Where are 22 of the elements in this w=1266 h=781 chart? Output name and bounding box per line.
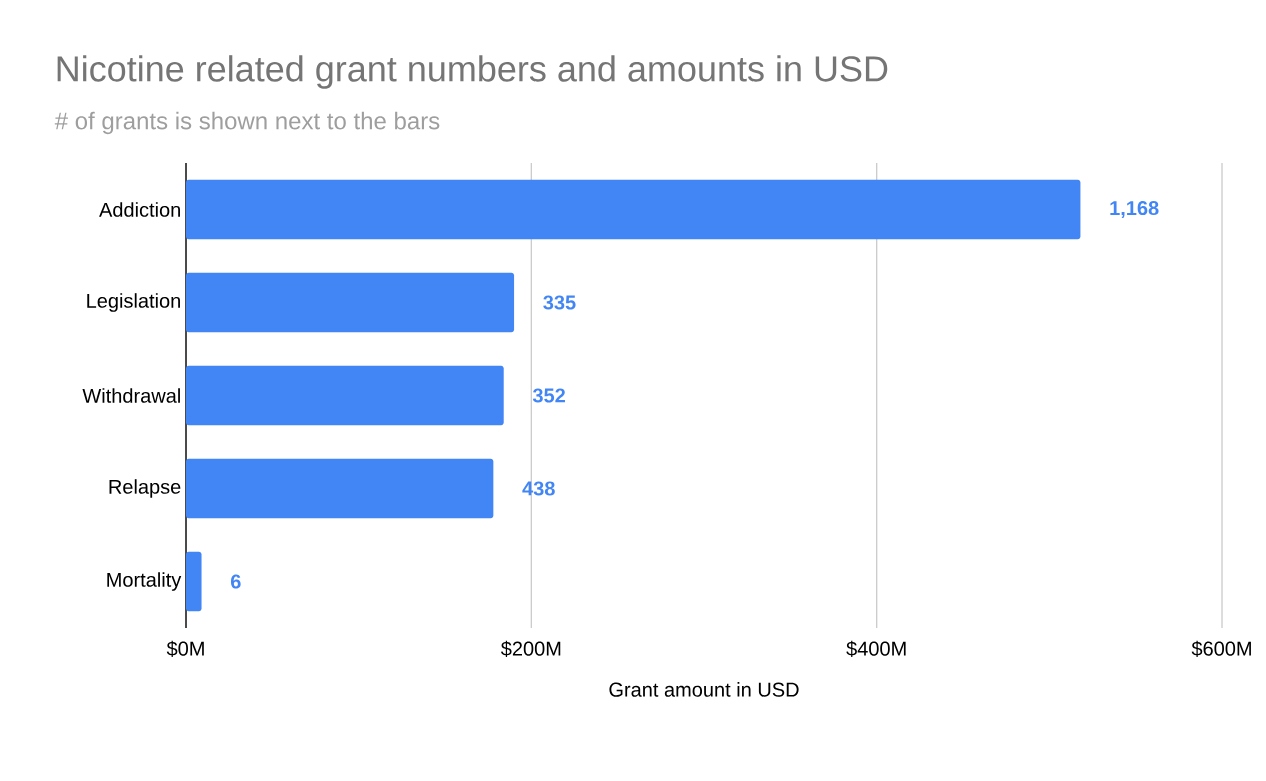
x-tick-label: $400M xyxy=(846,640,906,657)
annotation: 6 xyxy=(230,574,241,589)
y-tick-label: Mortality xyxy=(107,572,182,591)
annotation: 335 xyxy=(543,295,576,310)
x-tick-label: $0M xyxy=(166,640,204,657)
bar xyxy=(186,365,504,426)
chart-title: Nicotine related grant numbers and amounts in USD xyxy=(57,55,888,89)
bar xyxy=(186,458,494,519)
x-tick-label: $600M xyxy=(1191,640,1251,657)
y-tick-label: Relapse xyxy=(109,479,181,498)
bar xyxy=(186,551,202,612)
y-tick-label: Addiction xyxy=(99,202,180,217)
bar xyxy=(186,272,515,333)
chart-subtitle: # of grants is shown next to the bars xyxy=(54,111,440,135)
annotation: 352 xyxy=(532,388,565,403)
x-axis-title: Grant amount in USD xyxy=(609,682,799,697)
y-tick-label: Legislation xyxy=(87,293,180,312)
y-tick-label: Withdrawal xyxy=(82,388,180,403)
x-tick-label: $200M xyxy=(500,640,561,657)
annotation: 438 xyxy=(522,481,555,496)
bar xyxy=(186,179,1081,240)
annotation: 1,168 xyxy=(1110,200,1159,219)
